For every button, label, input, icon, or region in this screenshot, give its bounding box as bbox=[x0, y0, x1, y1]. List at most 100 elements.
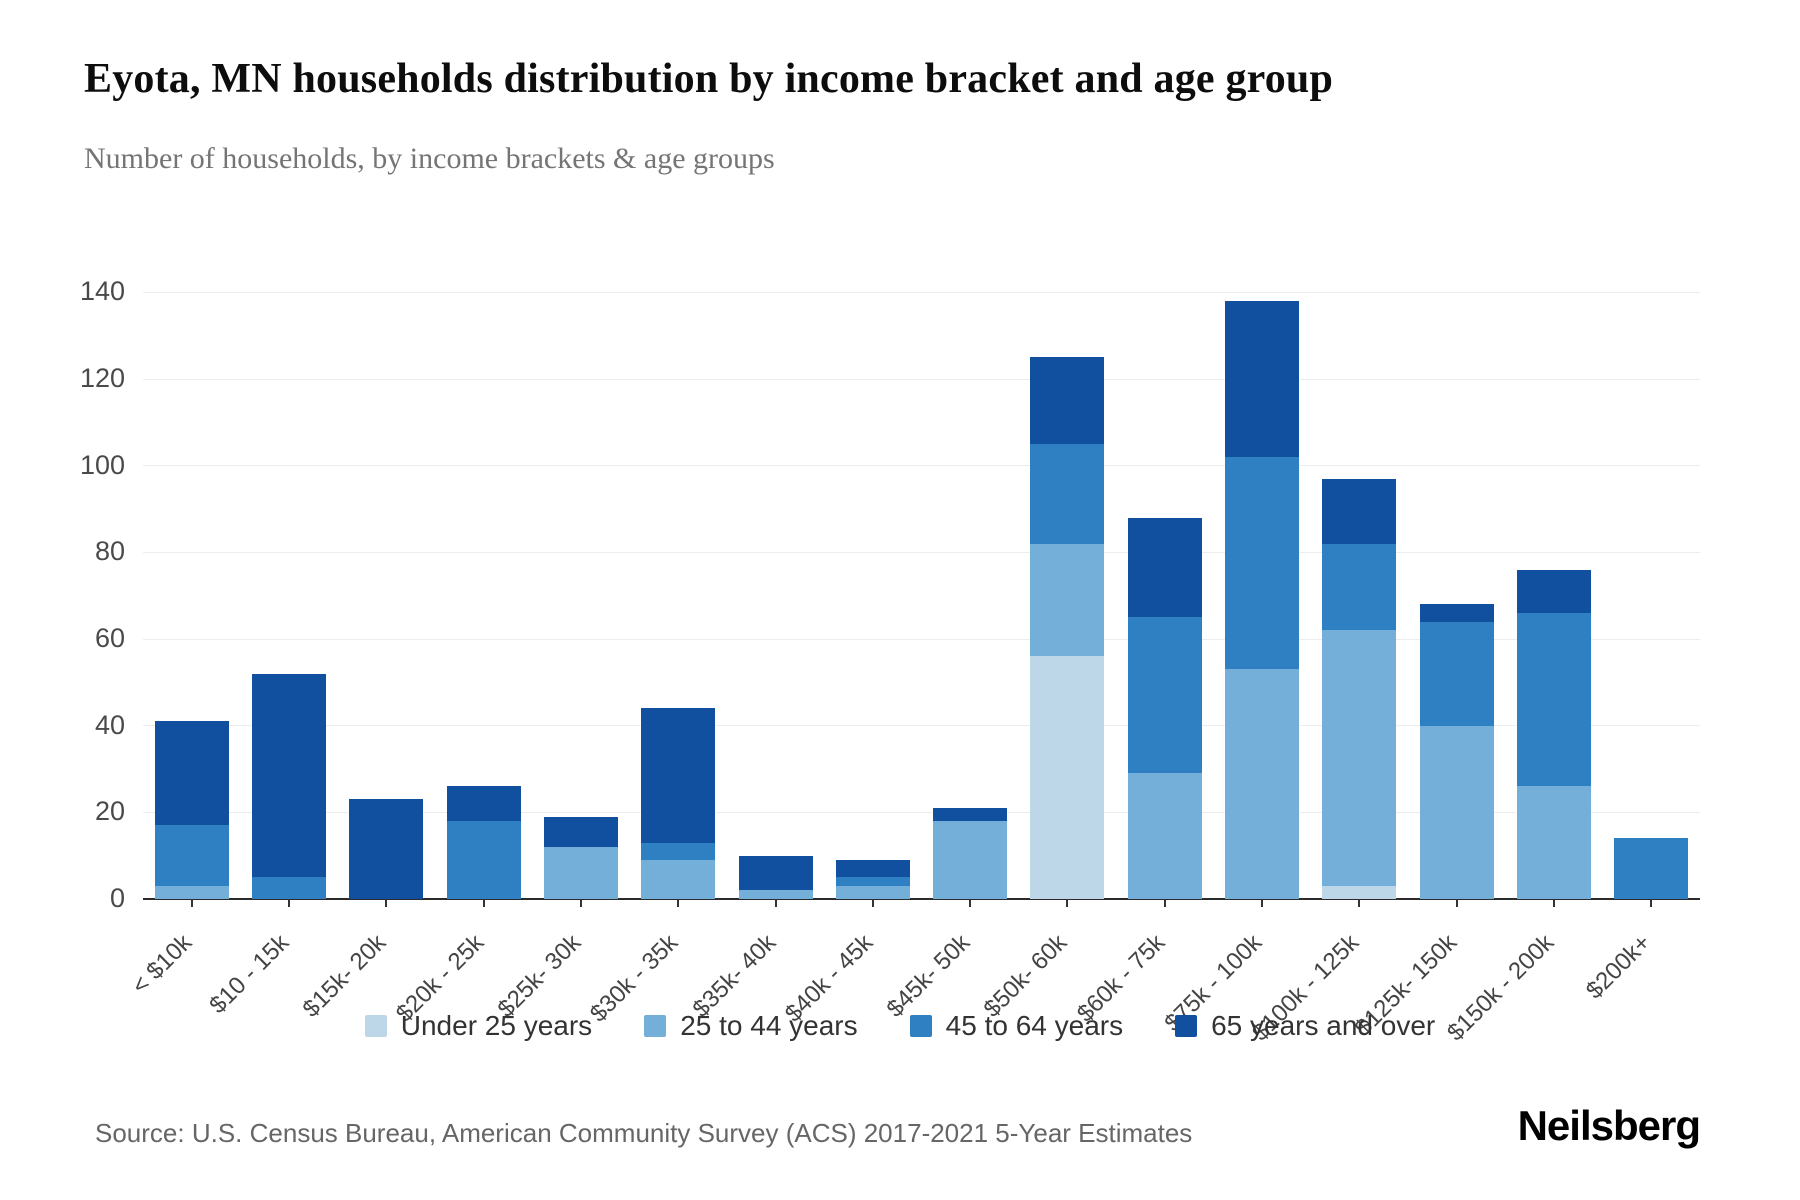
stacked-bar--75k-100k[interactable] bbox=[1225, 249, 1300, 899]
y-axis-tick-label: 0 bbox=[109, 883, 125, 913]
chart-subtitle: Number of households, by income brackets… bbox=[84, 142, 775, 175]
bar-slot bbox=[240, 249, 337, 899]
bar-segment[interactable] bbox=[543, 816, 618, 847]
bar-segment[interactable] bbox=[1322, 543, 1397, 631]
stacked-bar--30k-35k[interactable] bbox=[641, 249, 716, 899]
x-axis-tick-mark bbox=[1553, 899, 1556, 907]
bar-slot bbox=[824, 249, 921, 899]
bar-slot bbox=[630, 249, 727, 899]
gridline-y-100 bbox=[143, 465, 1700, 467]
bar-segment[interactable] bbox=[1030, 543, 1105, 657]
bar-segment[interactable] bbox=[1127, 517, 1202, 618]
bar-segment[interactable] bbox=[738, 855, 813, 891]
bar-segment[interactable] bbox=[251, 673, 326, 878]
bar-segment[interactable] bbox=[1127, 617, 1202, 774]
legend-swatch-icon bbox=[364, 1015, 387, 1037]
y-axis-tick-label: 120 bbox=[79, 363, 125, 393]
bar-slot bbox=[1505, 249, 1602, 899]
bar-segment[interactable] bbox=[1517, 613, 1592, 787]
stacked-bar--50k-60k[interactable] bbox=[1030, 249, 1105, 899]
bar-segment[interactable] bbox=[835, 886, 910, 899]
bar-segment[interactable] bbox=[835, 860, 910, 878]
bar-segment[interactable] bbox=[1225, 669, 1300, 899]
x-axis-tick-mark bbox=[969, 899, 972, 907]
stacked-bar--125k-150k[interactable] bbox=[1419, 249, 1494, 899]
bar-segment[interactable] bbox=[933, 808, 1008, 821]
stacked-bar--150k-200k[interactable] bbox=[1517, 249, 1592, 899]
x-axis-tick-mark bbox=[579, 899, 582, 907]
bar-segment[interactable] bbox=[154, 721, 229, 826]
bar-segment[interactable] bbox=[1517, 569, 1592, 613]
stacked-bar--35k-40k[interactable] bbox=[738, 249, 813, 899]
legend-label: Under 25 years bbox=[400, 1010, 593, 1041]
bar-segment[interactable] bbox=[1030, 444, 1105, 544]
stacked-bar--40k-45k[interactable] bbox=[835, 249, 910, 899]
gridline-y-40 bbox=[143, 725, 1700, 727]
legend-swatch-icon bbox=[644, 1015, 667, 1037]
stacked-bar--200k+[interactable] bbox=[1614, 249, 1689, 899]
y-axis-tick-label: 80 bbox=[94, 536, 125, 567]
bar-slot bbox=[1408, 249, 1505, 899]
chart-title: Eyota, MN households distribution by inc… bbox=[84, 56, 1334, 102]
x-axis-tick-mark bbox=[774, 899, 777, 907]
gridline-y-80 bbox=[143, 551, 1700, 553]
stacked-bar--100k-125k[interactable] bbox=[1322, 249, 1397, 899]
legend-swatch-icon bbox=[909, 1015, 932, 1037]
bar-segment[interactable] bbox=[738, 890, 813, 899]
stacked-bar--10k[interactable] bbox=[154, 249, 229, 899]
legend-item[interactable]: 25 to 44 years bbox=[644, 1010, 858, 1042]
legend-item[interactable]: 65 years and over bbox=[1175, 1010, 1435, 1042]
stacked-bar--15k-20k[interactable] bbox=[349, 249, 424, 899]
x-axis-tick-mark bbox=[1650, 899, 1653, 907]
bar-segment[interactable] bbox=[1322, 886, 1397, 899]
bar-segment[interactable] bbox=[641, 708, 716, 843]
bar-segment[interactable] bbox=[835, 877, 910, 886]
bar-segment[interactable] bbox=[1419, 725, 1494, 899]
y-axis-tick-label: 60 bbox=[94, 623, 125, 653]
x-axis-tick-mark bbox=[1455, 899, 1458, 907]
bar-slot bbox=[922, 249, 1019, 899]
bar-segment[interactable] bbox=[1225, 301, 1300, 457]
legend-swatch-icon bbox=[1175, 1015, 1198, 1037]
bar-segment[interactable] bbox=[641, 842, 716, 860]
bar-segment[interactable] bbox=[154, 825, 229, 886]
bar-segment[interactable] bbox=[1419, 621, 1494, 726]
bar-segment[interactable] bbox=[543, 847, 618, 899]
bar-segment[interactable] bbox=[251, 877, 326, 899]
legend-item[interactable]: 45 to 64 years bbox=[909, 1010, 1123, 1042]
stacked-bar--10-15k[interactable] bbox=[251, 249, 326, 899]
bar-slot bbox=[1603, 249, 1700, 899]
bar-segment[interactable] bbox=[1322, 630, 1397, 886]
stacked-bar--45k-50k[interactable] bbox=[933, 249, 1008, 899]
x-axis-tick-mark bbox=[190, 899, 193, 907]
legend: Under 25 years 25 to 44 years 45 to 64 yea… bbox=[0, 1010, 1800, 1042]
bar-segment[interactable] bbox=[154, 886, 229, 899]
y-axis-tick-label: 140 bbox=[79, 276, 125, 307]
bar-segment[interactable] bbox=[446, 786, 521, 821]
bar-segment[interactable] bbox=[446, 821, 521, 899]
legend-label: 65 years and over bbox=[1211, 1010, 1436, 1041]
bar-segment[interactable] bbox=[1419, 604, 1494, 622]
legend-item[interactable]: Under 25 years bbox=[364, 1010, 593, 1042]
bar-segment[interactable] bbox=[1127, 773, 1202, 899]
stacked-bar--20k-25k[interactable] bbox=[446, 249, 521, 899]
bar-segment[interactable] bbox=[1225, 457, 1300, 670]
gridline-y-140 bbox=[143, 291, 1700, 293]
bar-segment[interactable] bbox=[933, 821, 1008, 899]
source-note: Source: U.S. Census Bureau, American Com… bbox=[95, 1118, 1193, 1148]
bar-slot bbox=[1116, 249, 1213, 899]
bar-segment[interactable] bbox=[1614, 838, 1689, 899]
bar-slot bbox=[338, 249, 435, 899]
bar-segment[interactable] bbox=[1517, 786, 1592, 899]
bar-segment[interactable] bbox=[1322, 478, 1397, 544]
bar-segment[interactable] bbox=[349, 799, 424, 899]
bar-segment[interactable] bbox=[1030, 656, 1105, 899]
x-axis-tick-mark bbox=[385, 899, 388, 907]
stacked-bar--60k-75k[interactable] bbox=[1127, 249, 1202, 899]
bar-segment[interactable] bbox=[1030, 357, 1105, 444]
stacked-bar--25k-30k[interactable] bbox=[543, 249, 618, 899]
bar-slot bbox=[727, 249, 824, 899]
bar-segment[interactable] bbox=[641, 860, 716, 899]
legend-label: 25 to 44 years bbox=[680, 1010, 858, 1041]
